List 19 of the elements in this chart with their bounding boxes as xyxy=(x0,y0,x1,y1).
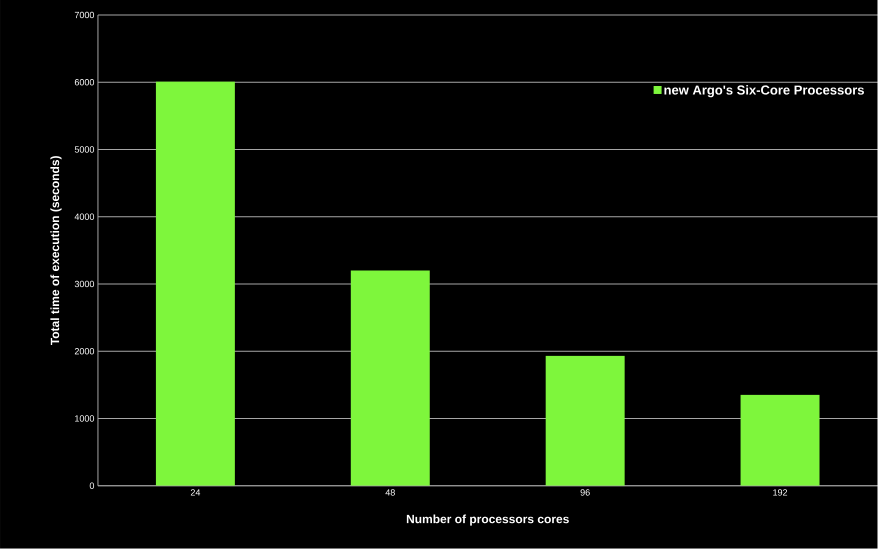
x-tick-label: 192 xyxy=(773,489,788,496)
y-tick-label: 3000 xyxy=(74,280,94,288)
x-axis-title: Number of processors cores xyxy=(406,514,569,526)
y-tick-label: 7000 xyxy=(74,12,94,18)
bar xyxy=(740,395,820,486)
bar xyxy=(546,356,625,486)
bar xyxy=(156,82,235,486)
bar xyxy=(350,270,430,486)
y-axis-title: Total time of execution (seconds) xyxy=(50,156,62,346)
y-tick-label: 0 xyxy=(90,482,94,490)
y-tick-label: 2000 xyxy=(74,348,94,355)
x-tick-label: 96 xyxy=(580,489,590,496)
y-tick-label: 5000 xyxy=(74,146,94,153)
legend-label: new Argo's Six-Core Processors xyxy=(664,85,864,98)
x-tick-label: 24 xyxy=(190,489,200,496)
y-tick-label: 4000 xyxy=(74,214,94,220)
y-tick-label: 1000 xyxy=(75,415,94,422)
y-tick-label: 6000 xyxy=(74,79,94,86)
x-tick-label: 48 xyxy=(385,489,395,496)
